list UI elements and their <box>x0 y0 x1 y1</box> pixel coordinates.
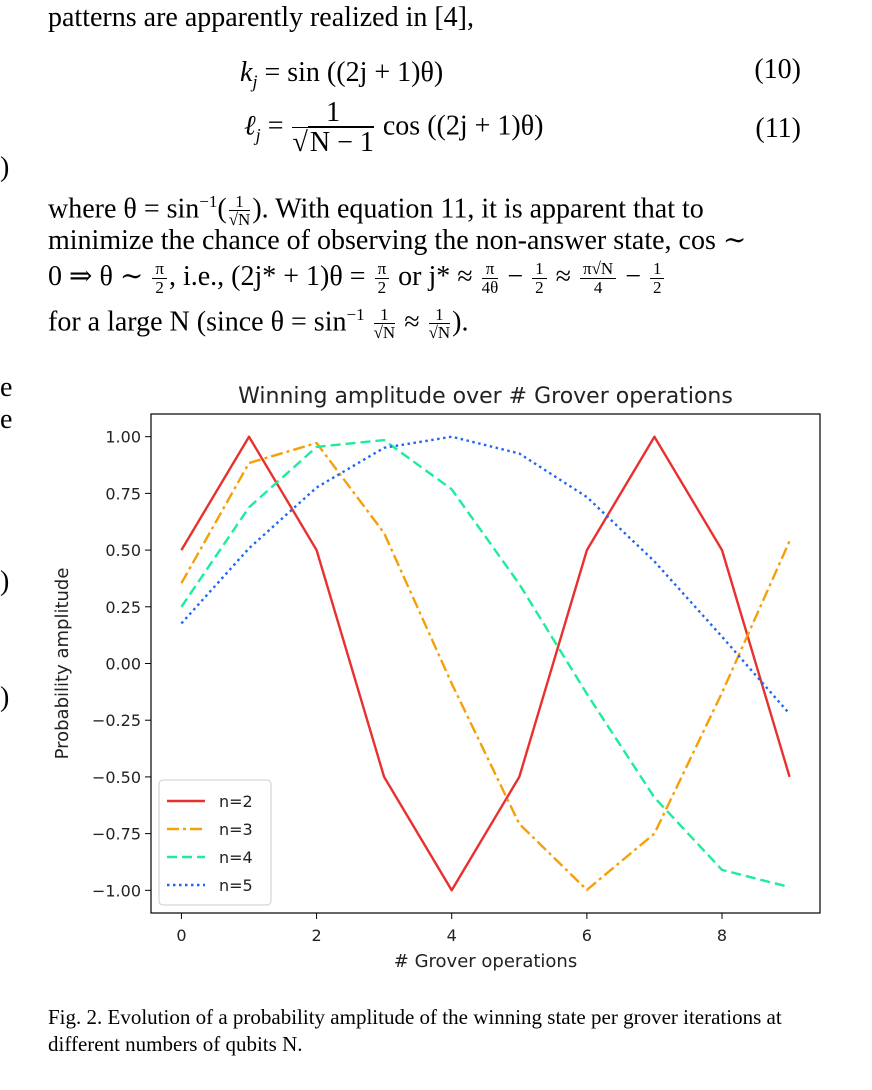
eq11-rhs: cos ((2j + 1)θ) <box>382 110 544 142</box>
equation-10-number: (10) <box>754 54 801 85</box>
frac-den: 2 <box>652 278 662 298</box>
y-tick-label: −0.75 <box>92 825 141 844</box>
para-line3-c: or j* ≈ <box>398 261 473 292</box>
series-line-n=3 <box>180 441 791 892</box>
y-axis-label: Probability amplitude <box>52 568 73 760</box>
series-line-n=5 <box>180 435 791 715</box>
frac-num: 1 <box>532 260 547 280</box>
y-tick-label: −0.50 <box>92 768 141 787</box>
margin-fragment: ) <box>0 566 10 597</box>
chart-title: Winning amplitude over # Grover operatio… <box>238 384 733 409</box>
frac-num: π <box>374 260 390 280</box>
legend-label: n=2 <box>219 792 253 811</box>
x-tick-label: 8 <box>717 926 727 945</box>
frac-num: π <box>481 260 499 280</box>
frac-den: 4 <box>593 278 603 298</box>
margin-fragment: ) <box>0 152 10 183</box>
para-line4-b: ≈ <box>404 306 420 338</box>
frac-num: π√N <box>579 260 617 280</box>
eq11-subscript: j <box>255 124 261 145</box>
y-tick-label: 0.50 <box>105 541 141 560</box>
paragraph-line-4: for a large N (since θ = sin−1 1 √N ≈ 1 √N… <box>48 296 469 342</box>
equation-11-number: (11) <box>755 113 801 144</box>
frac-num: 1 <box>373 305 396 325</box>
legend-label: n=5 <box>219 876 253 895</box>
frac-den: √N <box>373 323 396 343</box>
paragraph-line-2: minimize the chance of observing the non… <box>48 225 747 256</box>
frac-num: 1 <box>649 260 665 280</box>
series-line-n=2 <box>180 435 791 892</box>
legend-label: n=4 <box>219 848 253 867</box>
legend-box <box>158 779 272 906</box>
para-line3-f: − <box>625 261 641 292</box>
x-axis-label: # Grover operations <box>394 951 577 972</box>
eq11-lhs: ℓ <box>244 110 256 142</box>
frac-num: π <box>152 260 167 280</box>
y-tick-label: 1.00 <box>105 428 141 447</box>
eq10-lhs: k <box>240 57 253 88</box>
series-line-n=4 <box>180 438 790 889</box>
para-line4-sup: −1 <box>346 305 365 324</box>
para-line3-e: ≈ <box>555 261 571 292</box>
y-tick-label: −0.25 <box>92 711 141 730</box>
paragraph-line-1: where θ = sin−1(1 √N). With equation 11, … <box>48 191 704 230</box>
frac-den: √N <box>228 210 251 230</box>
eq10-rhs: = sin ((2j + 1)θ) <box>264 57 444 88</box>
intro-line: patterns are apparently realized in [4], <box>48 2 475 33</box>
equation-11: ℓj = 1 √N − 1 cos ((2j + 1)θ) <box>244 97 544 159</box>
x-tick-label: 6 <box>582 926 592 945</box>
x-tick-label: 0 <box>176 926 186 945</box>
y-tick-label: 0.00 <box>105 655 141 674</box>
x-tick-label: 4 <box>447 926 457 945</box>
eq11-numerator: 1 <box>292 98 374 129</box>
y-tick-label: 0.75 <box>105 484 141 503</box>
figure-caption: Fig. 2. Evolution of a probability ampli… <box>48 1005 782 1056</box>
para-line4-a: for a large N (since θ = sin <box>48 306 347 338</box>
eq10-subscript: j <box>252 71 258 92</box>
margin-fragment: e <box>0 404 13 435</box>
frac-den: √N <box>428 323 451 343</box>
frac-den: 2 <box>377 278 387 298</box>
eq11-denominator: N − 1 <box>307 126 374 159</box>
line-chart: Winning amplitude over # Grover operatio… <box>52 384 821 972</box>
para-line3-d: − <box>507 261 524 292</box>
margin-fragment: e <box>0 372 13 403</box>
para-line4-c: ). <box>452 306 469 338</box>
frac-num: 1 <box>428 305 451 325</box>
legend-label: n=3 <box>219 820 253 839</box>
equation-10: kj = sin ((2j + 1)θ) <box>240 54 443 101</box>
para-line3-a: 0 ⇒ θ ∼ <box>48 261 144 292</box>
para-line1-b: . With equation 11, it is apparent that … <box>261 193 704 225</box>
para-line1-sup: −1 <box>199 192 218 211</box>
para-line3-b: , i.e., (2j* + 1)θ = <box>168 261 366 292</box>
frac-num: 1 <box>228 192 251 212</box>
frac-den: 2 <box>155 278 164 298</box>
y-tick-label: −1.00 <box>92 881 141 900</box>
x-tick-label: 2 <box>311 926 321 945</box>
y-tick-label: 0.25 <box>105 598 141 617</box>
frac-den: 4θ <box>481 278 499 298</box>
margin-fragment: ) <box>0 682 10 713</box>
para-line1-a: where θ = sin <box>48 193 200 225</box>
frac-den: 2 <box>535 278 544 298</box>
